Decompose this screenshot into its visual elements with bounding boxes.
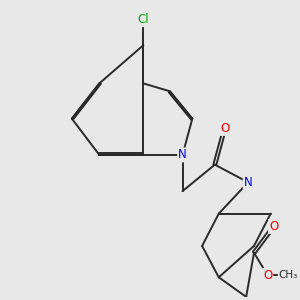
Text: O: O	[220, 122, 229, 135]
Text: Cl: Cl	[137, 13, 149, 26]
Text: N: N	[178, 148, 187, 161]
Text: O: O	[263, 269, 272, 282]
Text: N: N	[244, 176, 253, 189]
Text: CH₃: CH₃	[279, 270, 298, 280]
Text: O: O	[269, 220, 278, 233]
